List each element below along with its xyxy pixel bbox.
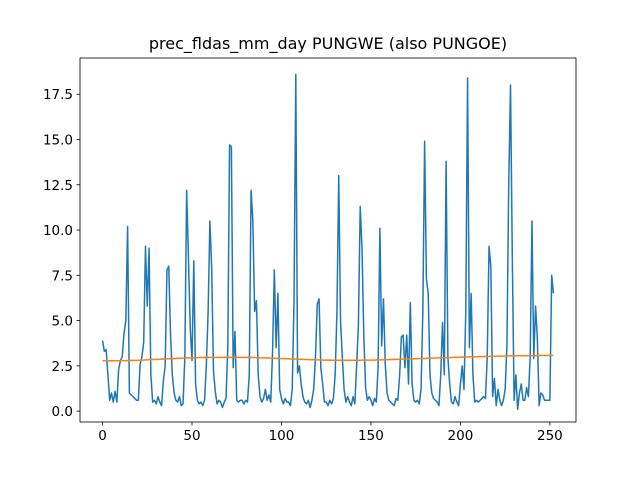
series-line bbox=[102, 354, 554, 362]
x-tick-label: 250 bbox=[537, 428, 563, 444]
y-tick-label: 0.0 bbox=[52, 404, 73, 420]
x-tick-label: 50 bbox=[183, 428, 200, 444]
x-tick-label: 200 bbox=[448, 428, 474, 444]
y-tick-label: 2.5 bbox=[52, 359, 73, 375]
y-tick-label: 10.0 bbox=[43, 223, 73, 239]
x-tick-label: 100 bbox=[269, 428, 295, 444]
x-tick-label: 150 bbox=[358, 428, 384, 444]
axes-frame bbox=[79, 57, 577, 423]
y-tick-label: 5.0 bbox=[52, 314, 73, 330]
series-line bbox=[101, 73, 555, 411]
chart-title: prec_fldas_mm_day PUNGWE (also PUNGOE) bbox=[149, 34, 507, 54]
y-tick-label: 12.5 bbox=[43, 178, 73, 194]
y-tick-label: 7.5 bbox=[52, 268, 73, 284]
y-tick-label: 15.0 bbox=[43, 132, 73, 148]
x-tick-label: 0 bbox=[98, 428, 107, 444]
y-tick-label: 17.5 bbox=[43, 87, 73, 103]
